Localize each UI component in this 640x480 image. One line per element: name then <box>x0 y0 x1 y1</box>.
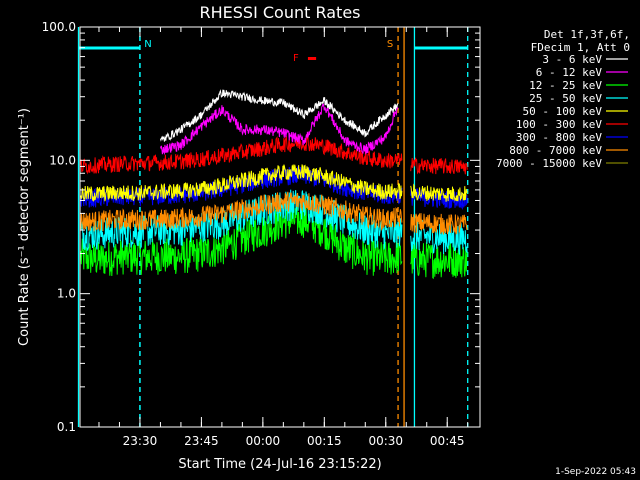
annotation-bar-F <box>307 57 317 60</box>
series-line-800-7000keV <box>80 191 468 235</box>
chart-title: RHESSI Count Rates <box>200 3 361 22</box>
series-line-12-25keV <box>80 202 468 280</box>
x-tick-label: 00:15 <box>307 434 342 448</box>
legend-header: FDecim 1, Att 0 <box>531 41 630 54</box>
legend-label: 12 - 25 keV <box>529 79 602 92</box>
legend-label: 6 - 12 keV <box>536 66 603 79</box>
y-axis-label: Count Rate (s⁻¹ detector segment⁻¹) <box>17 108 32 346</box>
y-tick-label: 10.0 <box>49 153 76 167</box>
x-tick-label: 00:00 <box>246 434 281 448</box>
annotation-label-N: N <box>144 39 151 50</box>
x-tick-label: 00:30 <box>368 434 403 448</box>
y-tick-label: 100.0 <box>42 20 76 34</box>
annotation-label-S: S <box>387 39 393 50</box>
plot-frame <box>79 26 481 428</box>
series-line-50-100keV <box>80 164 468 202</box>
legend-label: 25 - 50 keV <box>529 92 602 105</box>
axes: 0.1 1.0 10.0 100.0 23:30 23:45 00:00 00:15 00:30… <box>42 20 480 448</box>
series-line-100-300keV <box>80 135 468 175</box>
annotation-F: F <box>293 53 317 64</box>
x-axis-label: Start Time (24-Jul-16 23:15:22) <box>178 457 381 472</box>
series-line-3-6keV <box>159 89 399 142</box>
legend-label: 50 - 100 keV <box>523 105 603 118</box>
footer-date: 1-Sep-2022 05:43 <box>555 467 636 477</box>
series-line-25-50keV <box>80 189 468 255</box>
legend-label: 300 - 800 keV <box>516 131 602 144</box>
legend-label: 3 - 6 keV <box>542 53 602 66</box>
y-tick-label: 1.0 <box>57 287 76 301</box>
legend-label: 7000 - 15000 keV <box>496 157 602 170</box>
legend-label: 100 - 300 keV <box>516 118 602 131</box>
y-tick-label: 0.1 <box>57 420 76 434</box>
series-line-6-12keV <box>159 102 399 156</box>
annotation-label-F: F <box>293 53 299 64</box>
x-tick-label: 23:45 <box>184 434 219 448</box>
x-tick-label: 23:30 <box>123 434 158 448</box>
x-tick-label: 00:45 <box>430 434 465 448</box>
plot-area: N F S <box>77 27 469 427</box>
legend-label: 800 - 7000 keV <box>509 144 602 157</box>
legend-header: Det 1f,3f,6f, <box>544 28 630 41</box>
